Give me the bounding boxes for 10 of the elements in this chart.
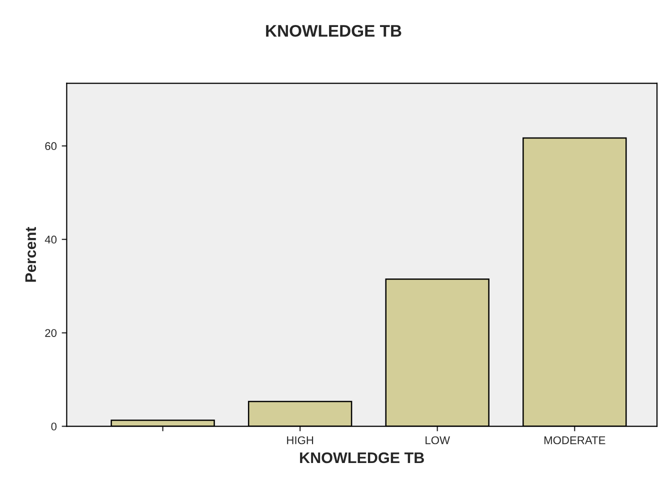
chart-title: KNOWLEDGE TB [266,24,402,37]
x-tick-label: LOW [426,436,450,444]
x-tick-label: MODERATE [544,436,606,444]
y-tick-label: 0 [51,422,57,430]
x-tick-label: HIGH [287,436,314,444]
y-tick-label: 20 [45,329,57,337]
y-tick-label: 40 [44,236,57,244]
x-axis-title: KNOWLEDGE TB [300,452,424,464]
y-tick-label: 60 [45,142,57,150]
y-axis-title: Percent [25,226,36,282]
